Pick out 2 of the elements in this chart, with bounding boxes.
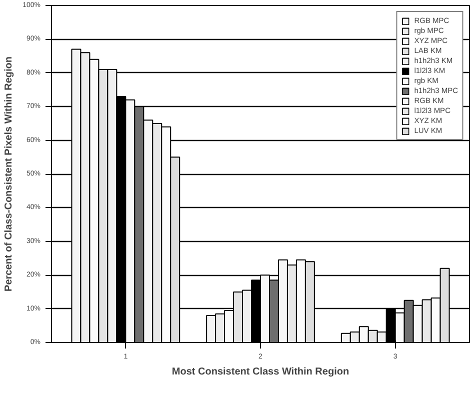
y-axis-title: Percent of Class-Consistent Pixels Within Region: [4, 56, 15, 292]
x-axis-title: Most Consistent Class Within Region: [172, 366, 350, 378]
